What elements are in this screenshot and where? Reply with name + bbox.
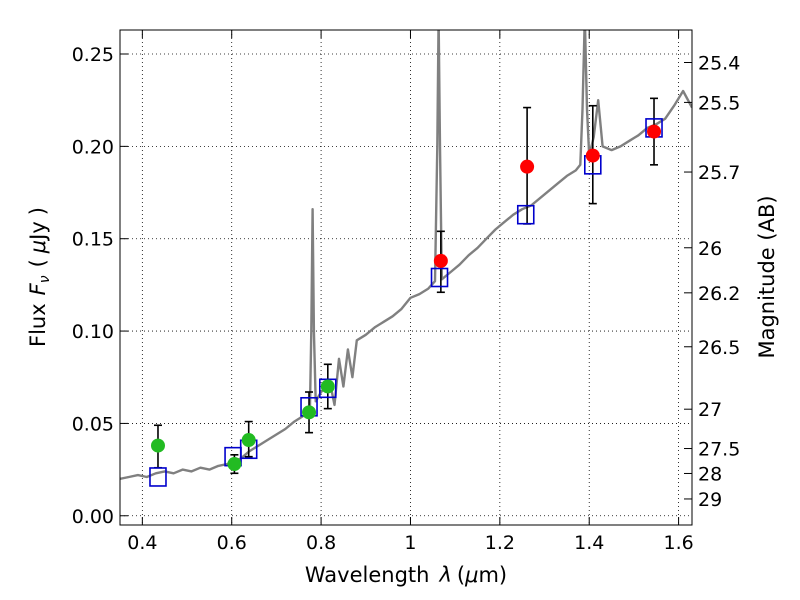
x-tick-label: 1.2: [485, 532, 515, 554]
ir-point: [585, 148, 600, 163]
detection-point: [320, 379, 335, 394]
ir-point: [520, 159, 535, 174]
y-tick-label: 0.05: [72, 413, 114, 435]
point-layer: [150, 124, 662, 472]
plot-area: [120, 30, 692, 525]
x-tick-label: 1.4: [574, 532, 604, 554]
x-tick-label: 0.8: [306, 532, 336, 554]
detection-point: [241, 433, 256, 448]
x-tick-label: 1.6: [663, 532, 693, 554]
y2-tick-label: 25.4: [698, 53, 740, 75]
plot-frame: [119, 29, 693, 526]
y2-tick-label: 25.5: [698, 92, 740, 114]
model-box: [149, 467, 167, 487]
detection-point: [227, 457, 242, 472]
y2-axis-ticks: 25.4 25.5 25.7 26 26.2 26.5 27 27.528 29: [684, 53, 740, 511]
y2-tick-label: 29: [698, 489, 722, 511]
x-tick-label: 1: [404, 532, 416, 554]
y-tick-label: 0.20: [72, 136, 114, 158]
y2-tick-label: 25.7: [698, 162, 740, 184]
y-axis-ticks: 0.00 0.05 0.10 0.15 0.20 0.25: [72, 44, 128, 528]
detection-point: [150, 438, 165, 453]
y2-tick-label: 28: [698, 463, 722, 485]
y2-tick-label: 26.2: [698, 283, 740, 305]
y2-axis-label: Magnitude (AB): [755, 195, 779, 358]
errorbar-layer: [153, 97, 659, 475]
x-tick-label: 0.4: [127, 532, 157, 554]
x-tick-label: 0.6: [217, 532, 247, 554]
detection-point: [302, 405, 317, 420]
model-box: [430, 267, 449, 288]
y-axis-label: FluxFν(μJy): [26, 207, 53, 347]
y2-tick-label: 26.5: [698, 337, 740, 359]
grid: [120, 30, 692, 525]
ir-point: [433, 253, 448, 268]
x-axis-ticks: 0.4 0.6 0.8 1 1.2 1.4 1.6: [127, 30, 694, 554]
y2-tick-label: 27.5: [698, 439, 740, 461]
x-axis-label: Wavelength λ (μm): [305, 563, 507, 587]
y-tick-label: 0.15: [72, 229, 114, 251]
model-box: [318, 378, 337, 399]
model-box: [516, 204, 535, 225]
y-tick-label: 0.10: [72, 321, 114, 343]
y-tick-label: 0.00: [72, 506, 114, 528]
y2-tick-label: 26: [698, 238, 722, 260]
ir-point: [647, 124, 662, 139]
y-tick-label: 0.25: [72, 44, 114, 66]
y2-tick-label: 27: [698, 399, 722, 421]
